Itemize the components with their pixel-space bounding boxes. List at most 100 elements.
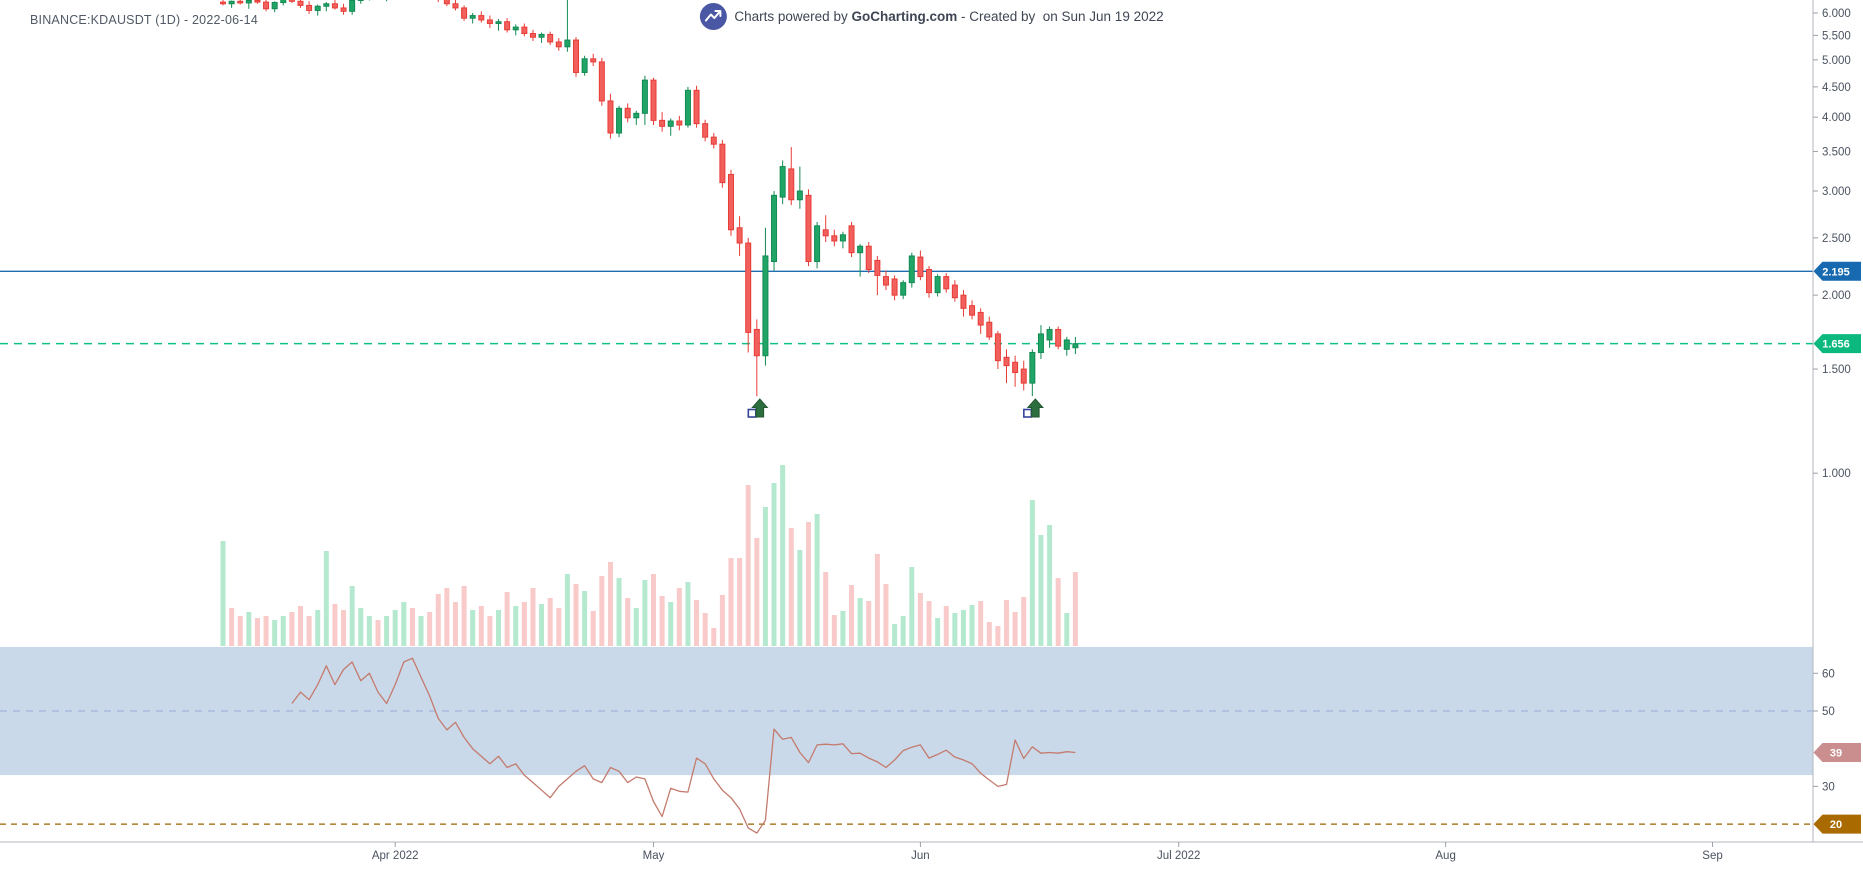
price-tick-label: 2.000 [1822,290,1851,302]
buy-arrow-marker[interactable] [1023,398,1044,418]
price-tick-label: 1.000 [1822,468,1851,480]
price-tick-label: 5.000 [1822,55,1851,67]
rsi-line [291,657,1076,834]
time-tick-label: Sep [1702,850,1722,862]
volume-bar [573,584,579,646]
volume-bar [702,613,708,646]
candle-body [934,276,941,294]
buy-arrow-marker[interactable] [747,398,769,418]
rsi-value-tag-label: 39 [1830,747,1842,759]
volume-bar [263,616,269,646]
volume-bar [401,602,407,646]
volume-bar [849,585,855,646]
price-tag-2.195[interactable]: 2.195 [1813,261,1862,281]
candle-body [245,0,252,4]
candle-body [478,15,485,21]
volume-bar [1072,572,1078,646]
candle-body [762,255,769,357]
volume-bar [762,507,768,646]
volume-bar [892,624,898,646]
marker-anchor-square [1023,408,1033,418]
candle-body [349,0,356,12]
volume-bar [349,586,355,646]
candle-body [331,3,338,9]
volume-bar [633,608,639,646]
volume-bar [427,612,433,646]
volume-bar [607,562,613,646]
candle-body [814,225,821,263]
volume-bar [805,522,811,646]
volume-bar [711,628,717,646]
candle-body [323,3,330,7]
volume-bar [668,602,674,646]
time-tick-label: May [643,850,665,862]
candle-body [917,256,924,278]
candle-body [753,328,760,357]
volume-bar [478,606,484,646]
candle-body [736,227,743,244]
price-tag-1.656[interactable]: 1.656 [1813,334,1862,354]
candle-body [529,32,536,38]
volume-bar [272,620,278,646]
volume-bar [728,558,734,646]
candle-body [452,3,459,9]
volume-bar [719,595,725,646]
candle-body [469,15,476,19]
candle-body [607,100,614,134]
candle-body [710,136,717,145]
time-tick-label: Apr 2022 [372,850,419,862]
candle-body [994,333,1001,362]
rsi-20-tag-label: 20 [1830,819,1842,831]
volume-bar [539,604,545,646]
volume-bar [1029,500,1035,646]
volume-bar [780,465,786,646]
candle-body [220,1,226,5]
up-arrow-icon [1026,398,1044,418]
candle-body [822,229,829,237]
rsi-value-tag[interactable]: 39 [1813,742,1862,762]
candle-body [1055,328,1062,347]
candle-body [908,255,915,284]
candle-body [512,26,519,31]
candle-body [779,166,786,198]
volume-bar [323,551,329,646]
volume-bar [952,613,958,646]
volume-bar [797,550,803,646]
candle-body [693,89,700,125]
volume-bar [254,618,260,646]
volume-bar [909,567,915,646]
volume-bar [676,588,682,646]
volume-bar [943,606,949,646]
candle-body [1020,368,1027,384]
candle-body [676,120,683,126]
candle-body [1072,343,1079,349]
candle-body [443,0,450,5]
volume-bar [1064,613,1070,646]
volume-bar [280,616,286,646]
candle-body [641,79,648,114]
candle-body [702,123,709,138]
candle-body [1046,328,1053,341]
symbol-title: BINANCE:KDAUSDT (1D) - 2022-06-14 [30,13,258,27]
candle-body [969,305,976,316]
candle-body [900,282,907,296]
candle-body [882,276,889,286]
candle-body [340,7,347,12]
volume-bar [332,604,338,646]
price-tick-label: 3.500 [1822,146,1851,158]
volume-bar [435,594,441,646]
volume-bar [452,602,458,646]
volume-bar [1004,600,1010,646]
candle-body [857,245,864,254]
candle-body [745,242,752,333]
volume-bar [220,541,226,646]
rsi-tick-label: 60 [1822,668,1835,680]
rsi-20-tag[interactable]: 20 [1813,814,1862,834]
candle-body [874,259,881,276]
volume-bar [590,611,596,646]
volume-bar [366,616,372,646]
candle-body [865,245,872,271]
candle-body [891,278,898,296]
volume-bar [900,616,906,646]
